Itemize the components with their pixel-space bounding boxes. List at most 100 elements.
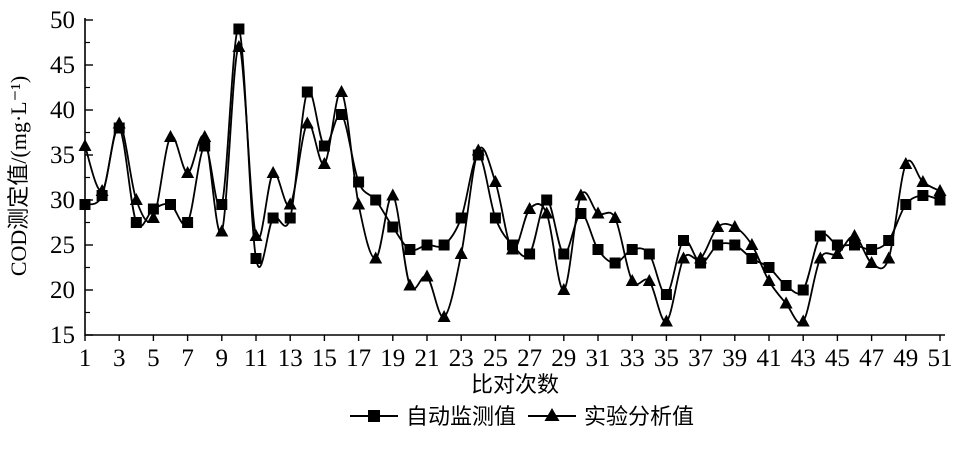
data-point-square-marker — [729, 239, 741, 251]
data-point-triangle-marker — [386, 188, 400, 201]
data-point-triangle-marker — [933, 184, 947, 196]
data-point-triangle-marker — [198, 130, 212, 142]
data-point-square-marker — [353, 176, 365, 188]
x-tick-label: 37 — [688, 345, 713, 372]
x-tick-label: 43 — [791, 345, 816, 372]
data-point-square-marker — [831, 239, 843, 251]
data-point-triangle-marker — [540, 206, 554, 219]
data-point-square-marker — [284, 212, 296, 224]
data-point-square-marker — [814, 230, 826, 242]
x-tick-label: 1 — [79, 345, 92, 372]
x-tick-label: 33 — [620, 345, 645, 372]
data-point-triangle-marker — [181, 166, 195, 178]
x-tick-label: 39 — [722, 345, 747, 372]
x-tick-label: 49 — [893, 345, 918, 372]
legend-triangle-marker-icon — [544, 408, 560, 421]
y-tick-label: 35 — [50, 142, 75, 169]
x-tick-label: 17 — [346, 345, 371, 372]
x-tick-label: 21 — [415, 345, 440, 372]
data-point-square-marker — [626, 244, 638, 255]
data-point-triangle-marker — [146, 211, 160, 223]
y-tick-label: 40 — [50, 97, 75, 124]
data-point-triangle-marker — [335, 85, 348, 97]
data-point-triangle-marker — [728, 220, 742, 232]
data-point-square-marker — [130, 217, 142, 228]
data-point-square-marker — [250, 253, 262, 264]
x-tick-label: 11 — [244, 345, 268, 372]
x-tick-label: 51 — [928, 345, 953, 372]
legend-item-auto: 自动监测值 — [350, 404, 516, 429]
axis-lines — [84, 18, 945, 336]
data-point-square-marker — [592, 244, 604, 255]
data-point-square-marker — [199, 140, 211, 152]
data-point-triangle-marker — [523, 202, 537, 214]
data-point-square-marker — [524, 248, 536, 260]
x-tick-label: 5 — [147, 345, 160, 372]
legend-item-lab: 实验分析值 — [528, 404, 694, 429]
data-point-triangle-marker — [420, 269, 434, 282]
data-point-square-marker — [763, 262, 775, 273]
data-point-triangle-marker — [488, 175, 502, 187]
data-point-square-marker — [934, 194, 946, 206]
legend-label-lab: 实验分析值 — [584, 404, 694, 429]
data-point-square-marker — [746, 253, 758, 264]
data-point-square-marker — [575, 208, 587, 219]
data-point-square-marker — [165, 199, 176, 210]
x-tick-label: 41 — [757, 345, 782, 372]
data-point-triangle-marker — [779, 296, 793, 309]
data-point-triangle-marker — [506, 242, 519, 255]
data-point-triangle-marker — [317, 157, 331, 169]
data-point-triangle-marker — [591, 206, 605, 219]
data-point-square-marker — [216, 199, 228, 210]
data-point-triangle-marker — [830, 247, 844, 259]
y-tick-label: 50 — [50, 7, 75, 34]
x-tick-label: 27 — [517, 345, 542, 372]
legend-square-marker-icon — [368, 410, 380, 422]
data-point-square-marker — [541, 194, 553, 206]
x-tick-label: 13 — [278, 345, 303, 372]
data-point-triangle-marker — [813, 251, 827, 264]
x-axis-title: 比对次数 — [471, 372, 559, 397]
x-tick-label: 47 — [859, 345, 884, 372]
data-point-square-marker — [643, 248, 655, 260]
data-point-square-marker — [79, 199, 91, 210]
data-point-square-marker — [370, 194, 382, 206]
data-point-triangle-marker — [112, 116, 126, 129]
y-tick-label: 15 — [50, 322, 75, 349]
data-point-triangle-marker — [916, 175, 930, 187]
data-point-triangle-marker — [232, 40, 246, 52]
data-point-triangle-marker — [865, 256, 879, 268]
chart-legend: 自动监测值 实验分析值 — [350, 404, 694, 429]
data-point-triangle-marker — [215, 224, 229, 237]
data-point-square-marker — [780, 280, 792, 291]
x-tick-label: 7 — [181, 345, 194, 372]
x-tick-label: 29 — [551, 345, 576, 372]
data-point-triangle-marker — [882, 251, 896, 264]
data-point-triangle-marker — [249, 229, 263, 241]
y-tick-label: 45 — [50, 52, 75, 79]
data-point-triangle-marker — [848, 229, 861, 241]
data-point-triangle-marker — [557, 283, 571, 295]
data-point-square-marker — [609, 257, 621, 269]
data-point-triangle-marker — [642, 274, 656, 286]
data-point-square-marker — [712, 239, 724, 251]
data-point-square-marker — [267, 212, 279, 224]
legend-label-auto: 自动监测值 — [406, 404, 516, 429]
data-point-triangle-marker — [437, 310, 451, 322]
data-point-triangle-marker — [283, 197, 297, 210]
data-point-square-marker — [883, 235, 895, 246]
data-point-square-marker — [387, 221, 399, 233]
data-point-square-marker — [421, 239, 433, 251]
data-point-triangle-marker — [899, 157, 913, 169]
data-point-triangle-marker — [95, 184, 109, 196]
x-tick-label: 3 — [113, 345, 126, 372]
data-point-square-marker — [849, 239, 860, 251]
x-tick-label: 25 — [483, 345, 508, 372]
x-tick-label: 35 — [654, 345, 679, 372]
x-tick-label: 15 — [312, 345, 337, 372]
data-point-triangle-marker — [266, 166, 280, 178]
data-point-square-marker — [318, 140, 330, 152]
